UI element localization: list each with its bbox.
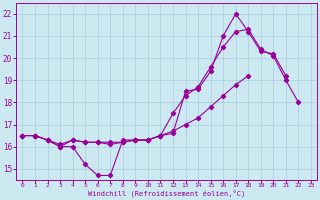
X-axis label: Windchill (Refroidissement éolien,°C): Windchill (Refroidissement éolien,°C) bbox=[88, 190, 245, 197]
